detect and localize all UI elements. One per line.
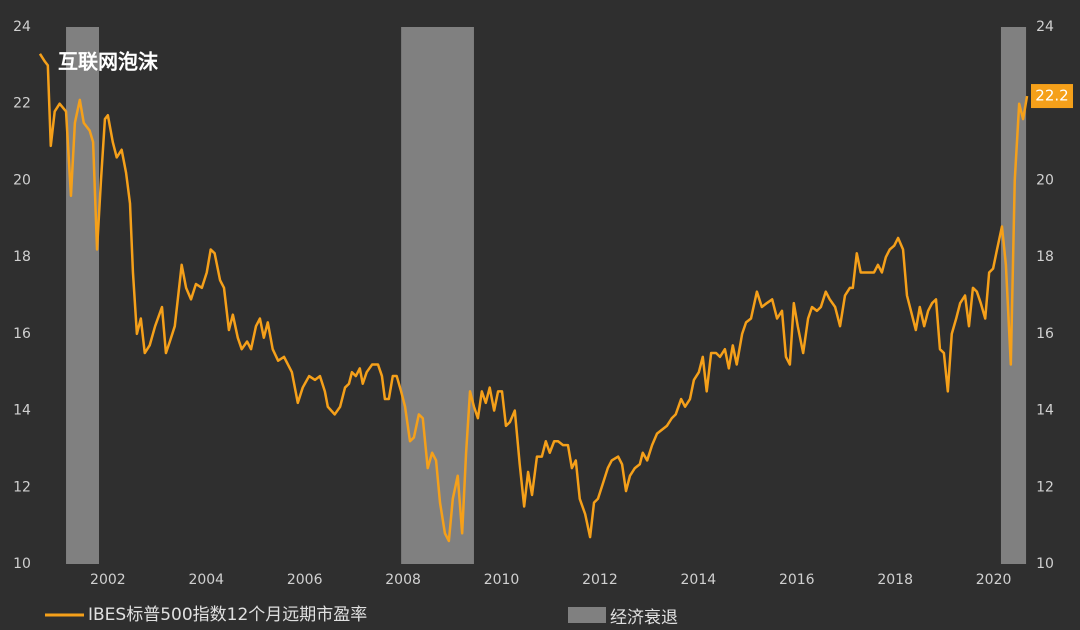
series-line: [38, 53, 1029, 543]
x-tick-label: 2014: [681, 572, 717, 588]
x-tick-label: 2018: [877, 572, 913, 588]
y-tick-label: 24: [13, 19, 31, 35]
y-tick-label: 14: [13, 403, 31, 419]
y2-tick-label: 18: [1036, 249, 1054, 265]
x-tick-label: 2004: [188, 572, 224, 588]
recession-band: [66, 27, 100, 564]
y-tick-label: 16: [13, 326, 31, 342]
end-value-label: 22.2: [1035, 87, 1068, 105]
x-tick-label: 2002: [90, 572, 126, 588]
x-tick-label: 2008: [385, 572, 421, 588]
y2-tick-label: 14: [1036, 403, 1054, 419]
y2-tick-label: 10: [1036, 556, 1054, 572]
legend-label: IBES标普500指数12个月远期市盈率: [88, 605, 367, 625]
end-value-box: [1031, 84, 1073, 109]
annotation: 互联网泡沫: [58, 50, 159, 74]
y2-tick-label: 24: [1036, 19, 1054, 35]
x-tick-label: 2006: [287, 572, 323, 588]
y2-tick-label: 16: [1036, 326, 1054, 342]
x-tick-label: 2010: [484, 572, 520, 588]
y2-tick-label: 12: [1036, 479, 1054, 495]
y-tick-label: 18: [13, 249, 31, 265]
legend-swatch: [568, 607, 606, 623]
y-tick-label: 22: [13, 96, 31, 112]
x-tick-label: 2016: [779, 572, 815, 588]
y-tick-label: 10: [13, 556, 31, 572]
y-tick-label: 20: [13, 172, 31, 188]
y2-tick-label: 20: [1036, 172, 1054, 188]
x-tick-label: 2012: [582, 572, 618, 588]
x-tick-label: 2020: [976, 572, 1012, 588]
legend-label: 经济衰退: [610, 608, 678, 628]
y-tick-label: 12: [13, 479, 31, 495]
